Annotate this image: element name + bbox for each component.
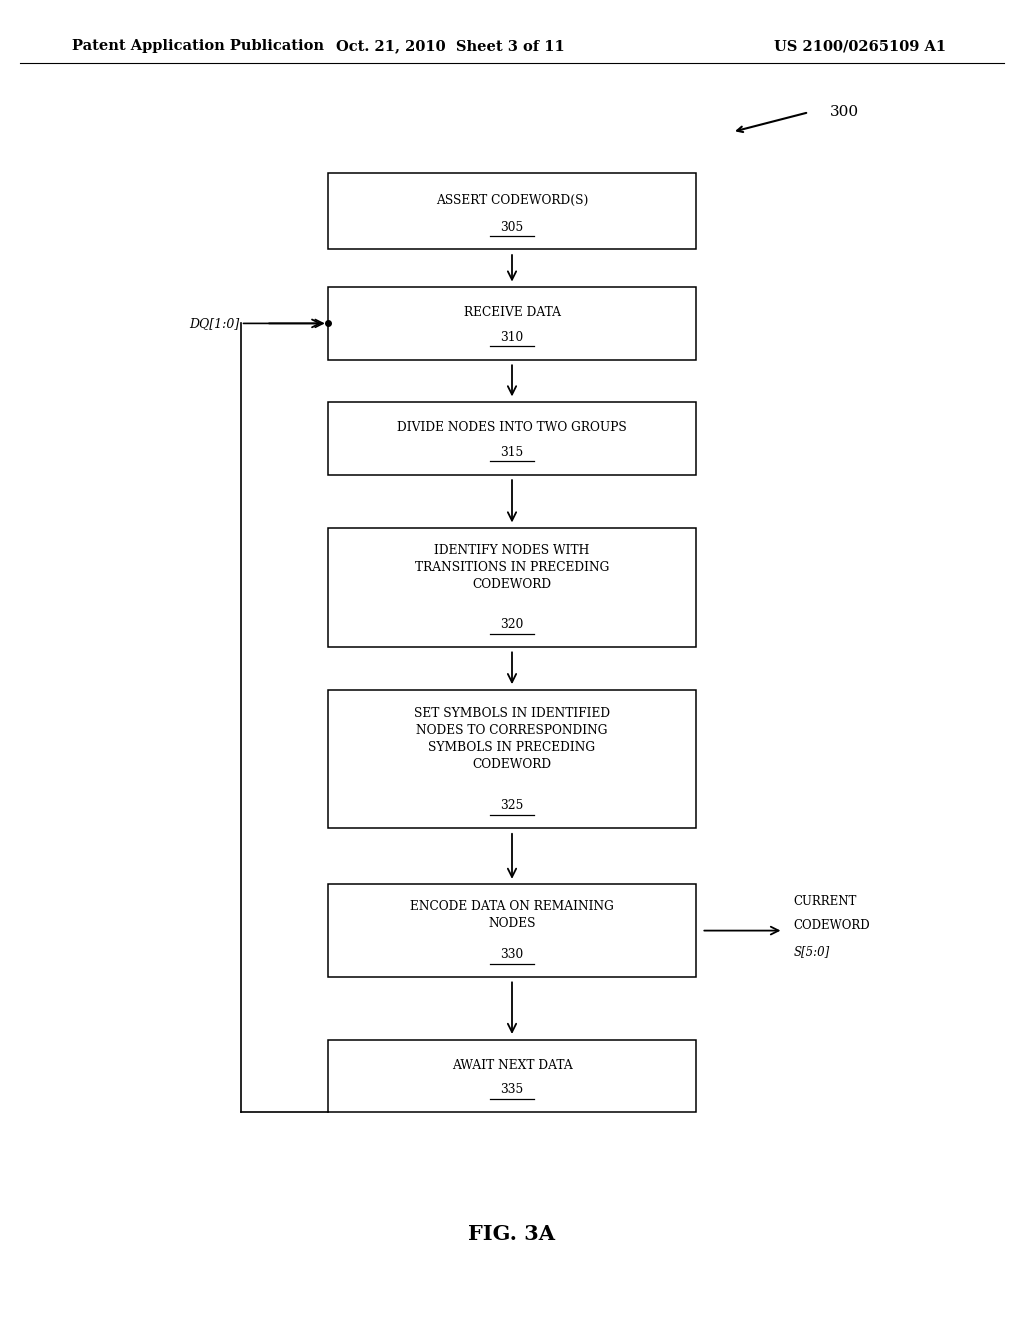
- FancyBboxPatch shape: [328, 401, 696, 474]
- Text: 320: 320: [501, 618, 523, 631]
- FancyBboxPatch shape: [328, 528, 696, 647]
- Text: IDENTIFY NODES WITH
TRANSITIONS IN PRECEDING
CODEWORD: IDENTIFY NODES WITH TRANSITIONS IN PRECE…: [415, 544, 609, 591]
- Text: US 2100/0265109 A1: US 2100/0265109 A1: [774, 40, 946, 53]
- Text: DIVIDE NODES INTO TWO GROUPS: DIVIDE NODES INTO TWO GROUPS: [397, 421, 627, 434]
- Text: CURRENT: CURRENT: [794, 895, 857, 908]
- Text: 335: 335: [501, 1084, 523, 1096]
- Text: 310: 310: [501, 331, 523, 343]
- FancyBboxPatch shape: [328, 884, 696, 977]
- Text: 325: 325: [501, 800, 523, 812]
- FancyBboxPatch shape: [328, 173, 696, 249]
- Text: 315: 315: [501, 446, 523, 458]
- Text: AWAIT NEXT DATA: AWAIT NEXT DATA: [452, 1059, 572, 1072]
- Text: CODEWORD: CODEWORD: [794, 919, 870, 932]
- Text: S[5:0]: S[5:0]: [794, 945, 829, 958]
- Text: SET SYMBOLS IN IDENTIFIED
NODES TO CORRESPONDING
SYMBOLS IN PRECEDING
CODEWORD: SET SYMBOLS IN IDENTIFIED NODES TO CORRE…: [414, 708, 610, 771]
- Text: Patent Application Publication: Patent Application Publication: [72, 40, 324, 53]
- Text: DQ[1:0]: DQ[1:0]: [189, 317, 240, 330]
- FancyBboxPatch shape: [328, 1040, 696, 1111]
- Text: 300: 300: [829, 106, 858, 119]
- FancyBboxPatch shape: [328, 286, 696, 359]
- Text: FIG. 3A: FIG. 3A: [469, 1224, 555, 1245]
- Text: 330: 330: [501, 948, 523, 961]
- Text: RECEIVE DATA: RECEIVE DATA: [464, 306, 560, 319]
- Text: ENCODE DATA ON REMAINING
NODES: ENCODE DATA ON REMAINING NODES: [410, 900, 614, 929]
- Text: ASSERT CODEWORD(S): ASSERT CODEWORD(S): [436, 194, 588, 207]
- Text: 305: 305: [501, 220, 523, 234]
- FancyBboxPatch shape: [328, 689, 696, 829]
- Text: Oct. 21, 2010  Sheet 3 of 11: Oct. 21, 2010 Sheet 3 of 11: [336, 40, 565, 53]
